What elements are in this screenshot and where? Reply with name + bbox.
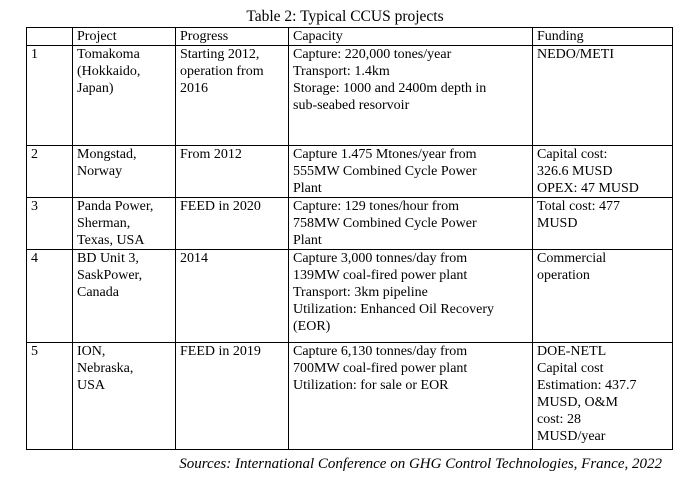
funding-line: MUSD, O&M — [537, 395, 618, 410]
cell-funding: NEDO/METI — [532, 45, 673, 146]
cell-project: Mongstad, Norway — [72, 145, 176, 198]
ccus-projects-table: Project Progress Capacity Funding 1 Tomak… — [26, 27, 673, 450]
capacity-line: Plant — [293, 181, 322, 196]
cell-funding: DOE-NETL Capital cost Estimation: 437.7 MUS… — [532, 342, 673, 450]
funding-line: Total cost: 477 — [537, 199, 621, 214]
cell-project: ION, Nebraska, USA — [72, 342, 176, 450]
capacity-line: sub-seabed resorvoir — [293, 98, 410, 113]
cell-capacity: Capture 1.475 Mtones/year from 555MW Comb… — [288, 145, 533, 198]
cell-capacity: Capture 3,000 tonnes/day from 139MW coal-… — [288, 249, 533, 343]
row-number: 2 — [26, 145, 73, 198]
cell-project: Tomakoma (Hokkaido, Japan) — [72, 45, 176, 146]
project-line: SaskPower, — [77, 268, 143, 283]
project-line: Panda Power, — [77, 199, 154, 214]
cell-progress: From 2012 — [175, 145, 289, 198]
cell-capacity: Capture: 220,000 tones/year Transport: 1.… — [288, 45, 533, 146]
header-number — [26, 27, 73, 46]
funding-line: operation — [537, 268, 590, 283]
project-line: Tomakoma — [77, 47, 140, 62]
capacity-line: Capture: 220,000 tones/year — [293, 47, 452, 62]
capacity-line: 555MW Combined Cycle Power — [293, 164, 477, 179]
project-line: Nebraska, — [77, 361, 134, 376]
cell-progress: FEED in 2019 — [175, 342, 289, 450]
cell-funding: Total cost: 477 MUSD — [532, 197, 673, 250]
progress-line: From 2012 — [180, 147, 242, 162]
header-funding: Funding — [532, 27, 673, 46]
project-line: Sherman, — [77, 216, 131, 231]
header-progress: Progress — [175, 27, 289, 46]
capacity-line: Capture: 129 tones/hour from — [293, 199, 460, 214]
project-line: Canada — [77, 285, 119, 300]
cell-funding: Commercial operation — [532, 249, 673, 343]
row-number: 3 — [26, 197, 73, 250]
progress-line: 2014 — [180, 251, 208, 266]
capacity-line: Capture 3,000 tonnes/day from — [293, 251, 468, 266]
source-note: Sources: International Conference on GHG… — [179, 456, 662, 472]
project-line: Norway — [77, 164, 123, 179]
project-line: Japan) — [77, 81, 114, 96]
funding-line: cost: 28 — [537, 412, 581, 427]
project-line: ION, — [77, 344, 106, 359]
table-row: 1 Tomakoma (Hokkaido, Japan) Starting 2012, o… — [26, 45, 673, 146]
progress-line: FEED in 2019 — [180, 344, 261, 359]
cell-project: BD Unit 3, SaskPower, Canada — [72, 249, 176, 343]
capacity-line: Storage: 1000 and 2400m depth in — [293, 81, 487, 96]
progress-line: operation from — [180, 64, 264, 79]
project-line: Mongstad, — [77, 147, 137, 162]
table-row: 3 Panda Power, Sherman, Texas, USA FEED in 2… — [26, 197, 673, 250]
capacity-line: Utilization: for sale or EOR — [293, 378, 449, 393]
funding-line: Estimation: 437.7 — [537, 378, 637, 393]
capacity-line: Utilization: Enhanced Oil Recovery — [293, 302, 494, 317]
table-row: 4 BD Unit 3, SaskPower, Canada 2014 Capture 3… — [26, 249, 673, 343]
capacity-line: 700MW coal-fired power plant — [293, 361, 468, 376]
project-line: BD Unit 3, — [77, 251, 139, 266]
funding-line: NEDO/METI — [537, 47, 614, 62]
capacity-line: 139MW coal-fired power plant — [293, 268, 468, 283]
project-line: Texas, USA — [77, 233, 145, 248]
project-line: (Hokkaido, — [77, 64, 141, 79]
table-header-row: Project Progress Capacity Funding — [26, 27, 673, 46]
capacity-line: Transport: 3km pipeline — [293, 285, 428, 300]
cell-progress: Starting 2012, operation from 2016 — [175, 45, 289, 146]
header-capacity: Capacity — [288, 27, 533, 46]
capacity-line: Transport: 1.4km — [293, 64, 390, 79]
row-number: 5 — [26, 342, 73, 450]
funding-line: Capital cost: — [537, 147, 608, 162]
funding-line: Commercial — [537, 251, 607, 266]
row-number: 4 — [26, 249, 73, 343]
cell-funding: Capital cost: 326.6 MUSD OPEX: 47 MUSD — [532, 145, 673, 198]
project-line: USA — [77, 378, 106, 393]
cell-capacity: Capture 6,130 tonnes/day from 700MW coal-… — [288, 342, 533, 450]
funding-line: MUSD/year — [537, 429, 606, 444]
cell-progress: FEED in 2020 — [175, 197, 289, 250]
table-caption: Table 2: Typical CCUS projects — [246, 8, 444, 25]
capacity-line: Capture 6,130 tonnes/day from — [293, 344, 468, 359]
cell-progress: 2014 — [175, 249, 289, 343]
progress-line: Starting 2012, — [180, 47, 260, 62]
funding-line: OPEX: 47 MUSD — [537, 181, 639, 196]
row-number: 1 — [26, 45, 73, 146]
table-row: 2 Mongstad, Norway From 2012 Capture 1.475 M… — [26, 145, 673, 198]
funding-line: DOE-NETL — [537, 344, 607, 359]
capacity-line: Capture 1.475 Mtones/year from — [293, 147, 477, 162]
funding-line: MUSD — [537, 216, 578, 231]
funding-line: Capital cost — [537, 361, 604, 376]
funding-line: 326.6 MUSD — [537, 164, 613, 179]
capacity-line: 758MW Combined Cycle Power — [293, 216, 477, 231]
cell-capacity: Capture: 129 tones/hour from 758MW Combin… — [288, 197, 533, 250]
progress-line: FEED in 2020 — [180, 199, 261, 214]
capacity-line: (EOR) — [293, 319, 331, 334]
cell-project: Panda Power, Sherman, Texas, USA — [72, 197, 176, 250]
progress-line: 2016 — [180, 81, 208, 96]
capacity-line: Plant — [293, 233, 322, 248]
header-project: Project — [72, 27, 176, 46]
table-row: 5 ION, Nebraska, USA FEED in 2019 Capture 6,1… — [26, 342, 673, 450]
